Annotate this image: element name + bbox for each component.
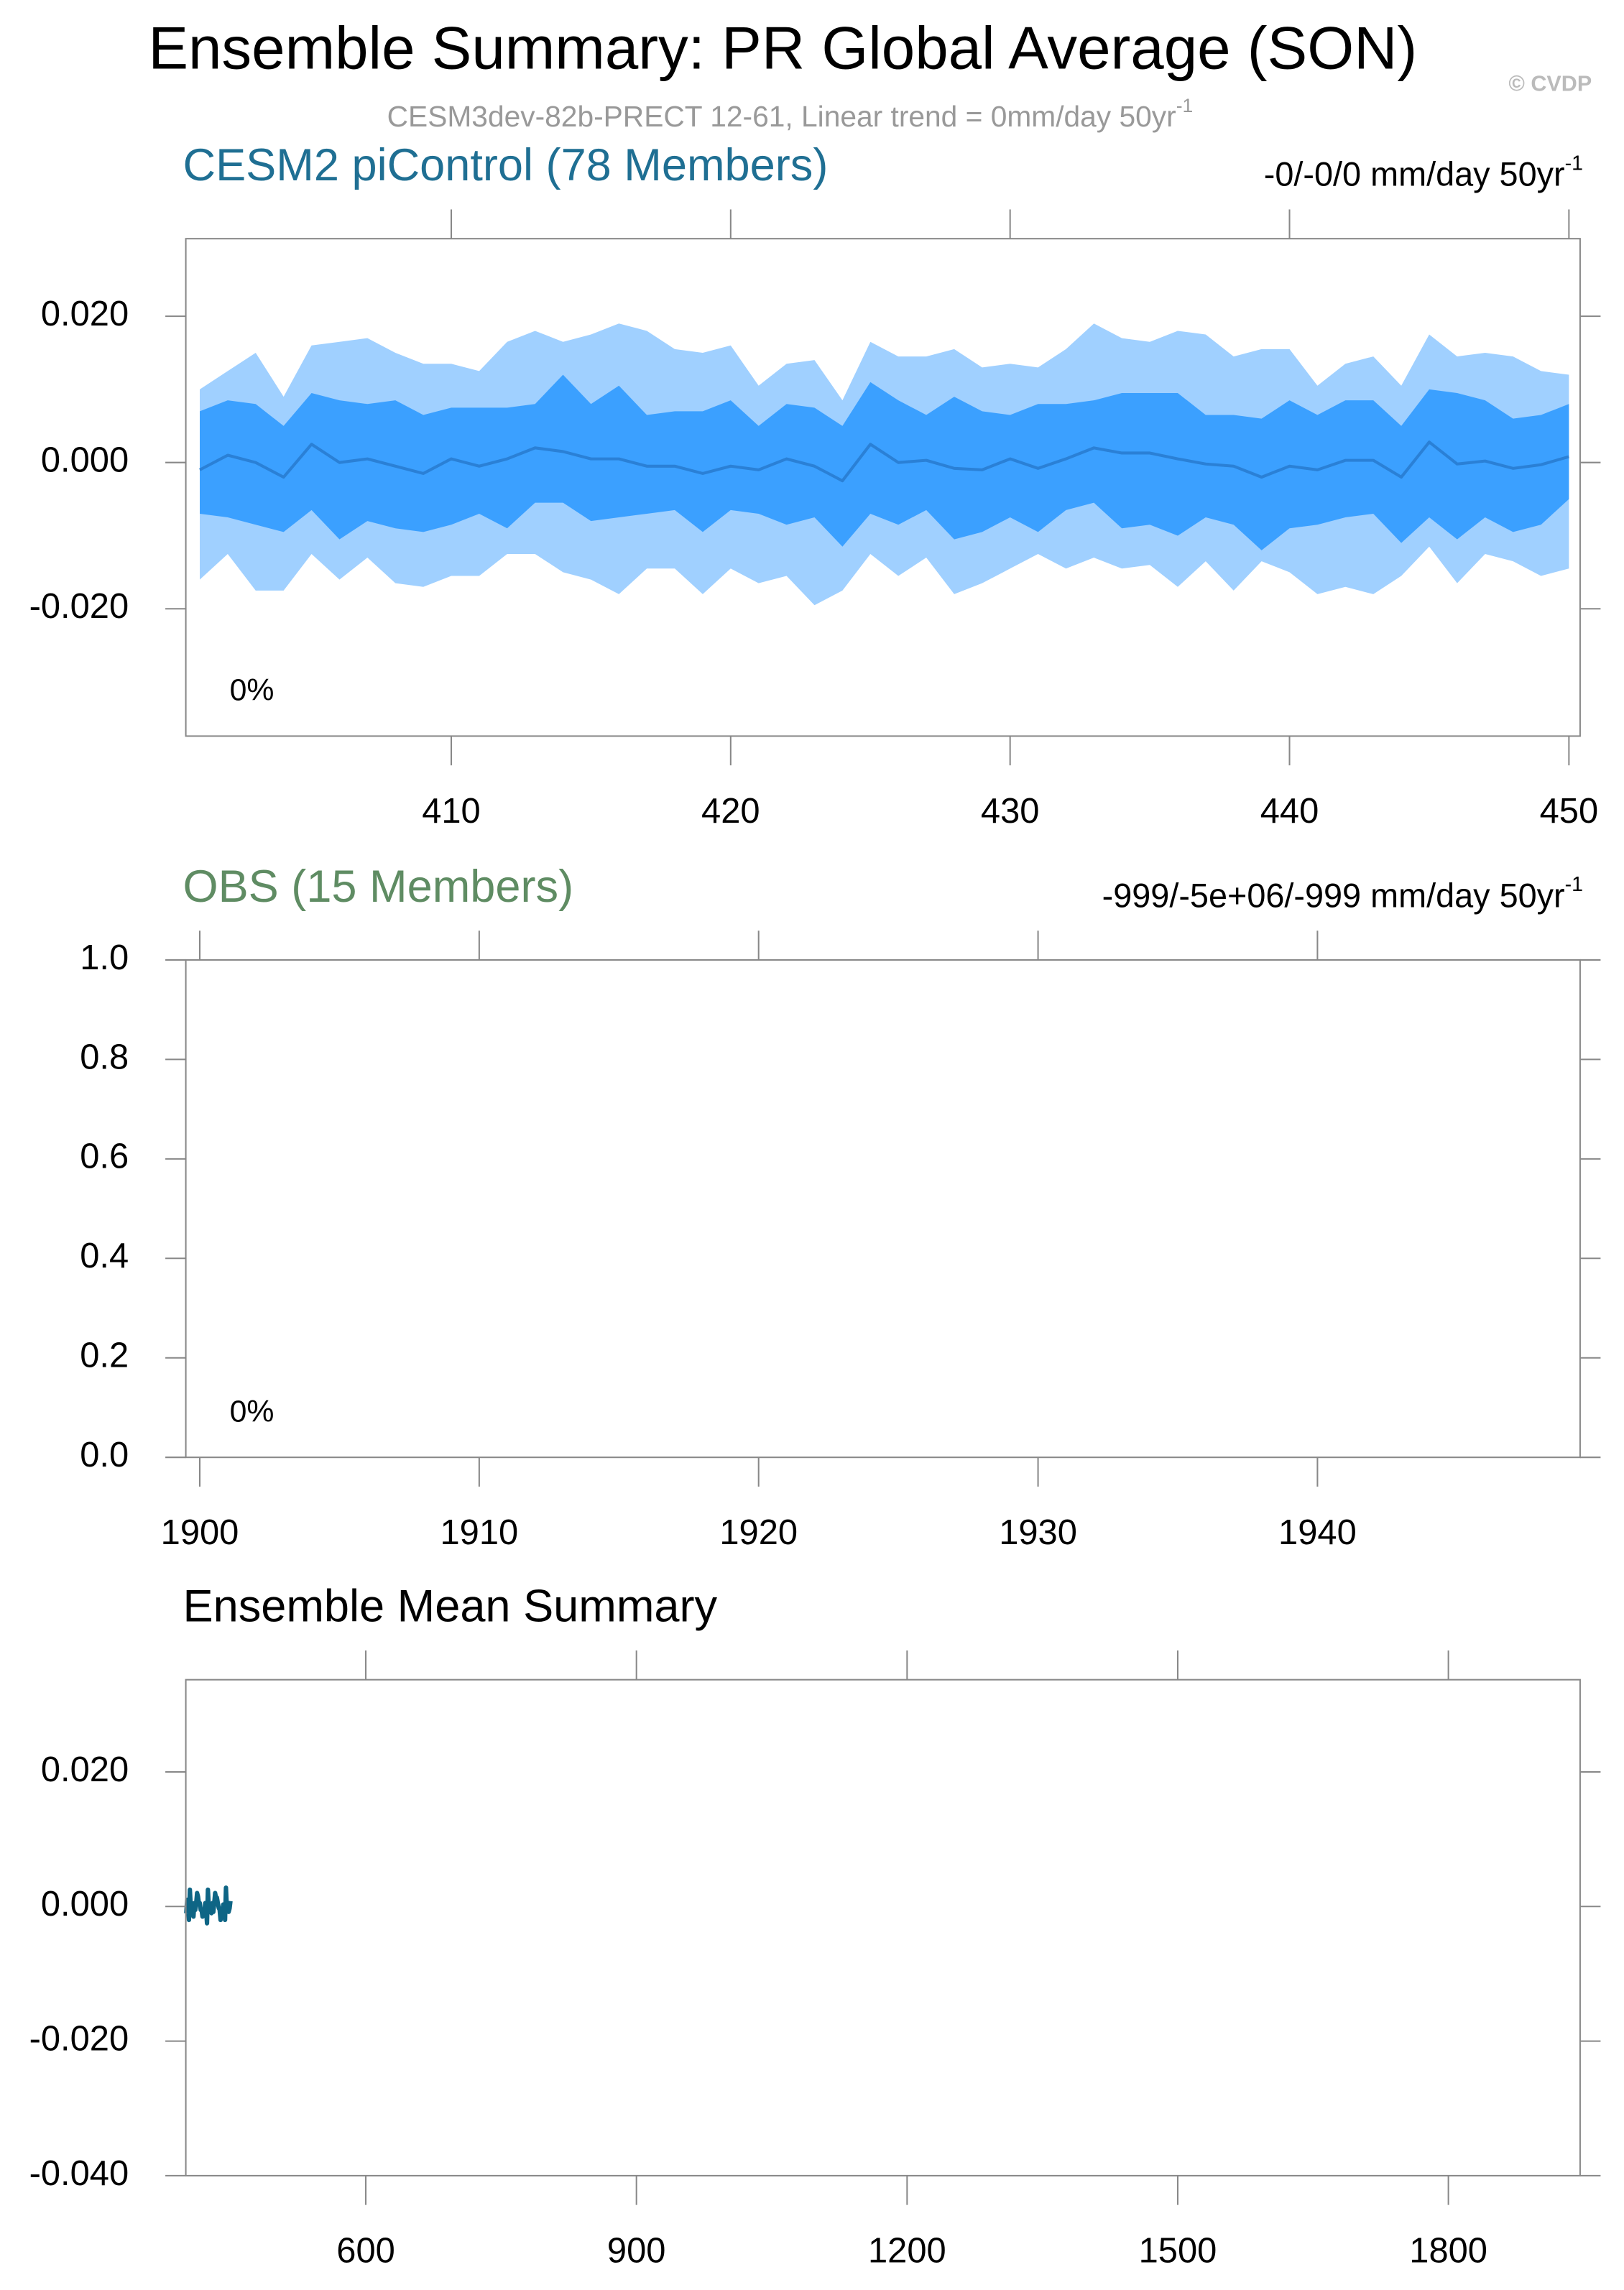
- panel-title: Ensemble Mean Summary: [183, 1582, 718, 1632]
- x-tick-label: 1500: [1139, 2232, 1217, 2271]
- x-tick-label: 1930: [999, 1513, 1077, 1552]
- y-tick-label: 0.000: [41, 1885, 129, 1924]
- y-tick-label: -0.020: [29, 2019, 129, 2058]
- x-tick-label: 1940: [1278, 1513, 1357, 1552]
- spread-band: [200, 374, 1569, 550]
- y-tick-label: 0.0: [80, 1436, 129, 1474]
- y-tick-label: 0.2: [80, 1336, 129, 1375]
- y-tick-label: 0.6: [80, 1137, 129, 1176]
- x-tick-label: 1200: [868, 2232, 946, 2271]
- x-tick-label: 1900: [161, 1513, 239, 1552]
- figure-title: Ensemble Summary: PR Global Average (SON…: [148, 14, 1417, 82]
- x-tick-label: 1920: [719, 1513, 798, 1552]
- trend-label: -999/-5e+06/-999 mm/day 50yr-1: [1102, 873, 1583, 915]
- trend-sup: -1: [1565, 152, 1583, 175]
- x-tick-label: 420: [701, 792, 760, 831]
- subtitle-text: CESM3dev-82b-PRECT 12-61, Linear trend =…: [387, 100, 1176, 133]
- x-tick-label: 450: [1540, 792, 1599, 831]
- mean-line: [184, 1885, 233, 1926]
- y-tick-label: 0.000: [41, 441, 129, 480]
- percent-label: 0%: [230, 1394, 274, 1428]
- trend-text: -999/-5e+06/-999 mm/day 50yr: [1102, 877, 1565, 915]
- x-tick-label: 900: [607, 2232, 666, 2271]
- y-tick-label: -0.040: [29, 2154, 129, 2193]
- watermark: © CVDP: [1508, 71, 1592, 96]
- trend-sup: -1: [1565, 873, 1583, 896]
- subtitle: CESM3dev-82b-PRECT 12-61, Linear trend =…: [387, 95, 1194, 133]
- y-tick-label: 1.0: [80, 938, 129, 977]
- percent-label: 0%: [230, 673, 274, 708]
- x-tick-label: 430: [981, 792, 1040, 831]
- mean-line: [199, 440, 1569, 483]
- x-tick-label: 1800: [1409, 2232, 1487, 2271]
- y-tick-label: 0.020: [41, 1750, 129, 1789]
- plot-frame: [185, 959, 1581, 1459]
- x-tick-label: 440: [1260, 792, 1319, 831]
- subtitle-sup: -1: [1176, 95, 1194, 116]
- plot-frame: [185, 238, 1581, 737]
- y-tick-label: -0.020: [29, 587, 129, 626]
- panel-title: CESM2 piControl (78 Members): [183, 140, 829, 190]
- trend-text: -0/-0/0 mm/day 50yr: [1264, 156, 1565, 193]
- panel-title: OBS (15 Members): [183, 862, 574, 912]
- x-tick-label: 600: [336, 2232, 395, 2271]
- y-tick-label: 0.8: [80, 1038, 129, 1076]
- trend-label: -0/-0/0 mm/day 50yr-1: [1264, 152, 1583, 193]
- x-tick-label: 1910: [440, 1513, 519, 1552]
- y-tick-label: 0.4: [80, 1237, 129, 1275]
- x-tick-label: 410: [422, 792, 481, 831]
- plot-frame: [185, 1679, 1581, 2176]
- y-tick-label: 0.020: [41, 295, 129, 333]
